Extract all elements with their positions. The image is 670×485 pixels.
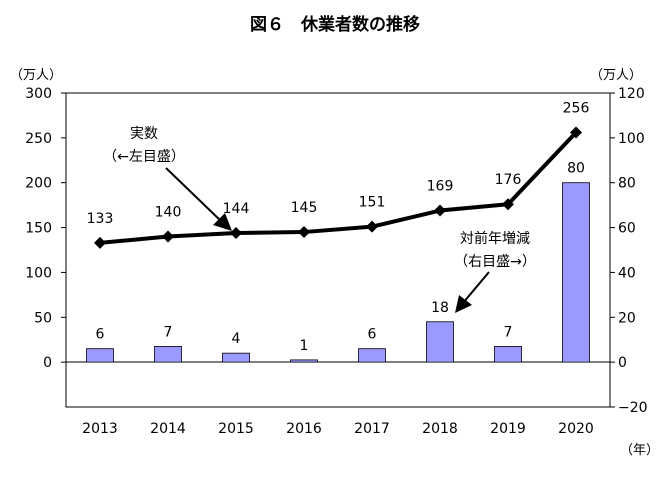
bar xyxy=(494,346,522,363)
bar xyxy=(222,352,250,363)
left-tick-label: 250 xyxy=(25,131,52,147)
line-value-label: 151 xyxy=(359,195,386,211)
left-tick-label: 50 xyxy=(34,310,52,326)
right-tick-label: 100 xyxy=(618,131,645,147)
line-value-label: 176 xyxy=(495,172,522,188)
x-tick-label: 2015 xyxy=(218,421,254,437)
line-point xyxy=(434,204,446,217)
line-series: 133 140 144 145 151 169 176 256 xyxy=(87,100,590,249)
line-annotation-arrow xyxy=(165,167,223,223)
line-point xyxy=(298,226,310,239)
bar-annotation-line1: 対前年増減 xyxy=(460,230,530,247)
bar xyxy=(290,359,318,363)
right-tick-label: 0 xyxy=(618,355,627,371)
x-tick-label: 2017 xyxy=(354,421,390,437)
bar-value-label: 18 xyxy=(431,300,449,316)
bar-annotation-line2: （右目盛→） xyxy=(454,254,536,270)
x-tick-label: 2014 xyxy=(150,421,186,437)
bar xyxy=(426,321,454,363)
left-axis-ticks: 300 250 200 150 100 50 0 xyxy=(25,86,66,371)
line-point xyxy=(94,236,106,249)
bar-series: 6 7 4 1 6 18 7 80 xyxy=(86,161,590,363)
right-axis-ticks: 120 100 80 60 40 20 0 −20 xyxy=(610,86,648,416)
x-axis-ticks: 2013 2014 2015 2016 2017 2018 2019 2020 xyxy=(82,421,594,437)
bar-value-label: 7 xyxy=(164,324,173,340)
line-value-label: 145 xyxy=(291,200,318,216)
bar-annotation-arrow xyxy=(462,271,490,304)
right-tick-label: 60 xyxy=(618,221,636,237)
line-point xyxy=(570,126,582,139)
right-tick-label: 80 xyxy=(618,176,636,192)
bar-value-label: 1 xyxy=(300,338,309,354)
bar-value-label: 80 xyxy=(567,161,585,177)
line-value-label: 144 xyxy=(223,201,250,217)
bar-value-label: 7 xyxy=(504,324,513,340)
bar-value-label: 6 xyxy=(96,327,105,343)
line-annotation-line2: （←左目盛） xyxy=(103,149,185,165)
line-point xyxy=(366,220,378,233)
chart-title: 図６ 休業者数の推移 xyxy=(250,14,420,35)
line-annotation-line1: 実数 xyxy=(130,126,158,142)
bar xyxy=(154,346,182,363)
line-point xyxy=(502,198,514,211)
left-tick-label: 300 xyxy=(25,86,52,102)
bar xyxy=(358,348,386,363)
right-tick-label: 120 xyxy=(618,86,645,102)
right-tick-label: 20 xyxy=(618,310,636,326)
plot-area xyxy=(65,92,611,408)
x-tick-label: 2013 xyxy=(82,421,118,437)
x-tick-label: 2019 xyxy=(490,421,526,437)
line-value-label: 169 xyxy=(427,179,454,195)
left-tick-label: 0 xyxy=(43,355,52,371)
left-axis-unit: （万人） xyxy=(10,68,62,83)
line-point xyxy=(162,230,174,243)
right-tick-label: 40 xyxy=(618,265,636,281)
left-tick-label: 100 xyxy=(25,265,52,281)
x-axis-unit: （年） xyxy=(620,443,659,458)
line-path xyxy=(99,131,578,245)
line-value-label: 140 xyxy=(155,205,182,221)
bar xyxy=(562,182,590,363)
bar xyxy=(86,348,114,363)
left-tick-label: 200 xyxy=(25,176,52,192)
x-tick-label: 2016 xyxy=(286,421,322,437)
right-tick-label: −20 xyxy=(618,400,648,416)
x-tick-label: 2018 xyxy=(422,421,458,437)
line-annotation-arrowhead xyxy=(213,213,232,231)
bar-value-label: 4 xyxy=(232,331,241,347)
line-value-label: 133 xyxy=(87,211,114,227)
x-tick-label: 2020 xyxy=(558,421,594,437)
right-axis-unit: （万人） xyxy=(590,68,642,83)
line-point xyxy=(230,226,242,239)
bar-value-label: 6 xyxy=(368,327,377,343)
bar-annotation-arrowhead xyxy=(455,295,472,313)
left-tick-label: 150 xyxy=(25,221,52,237)
line-value-label: 256 xyxy=(563,100,590,116)
